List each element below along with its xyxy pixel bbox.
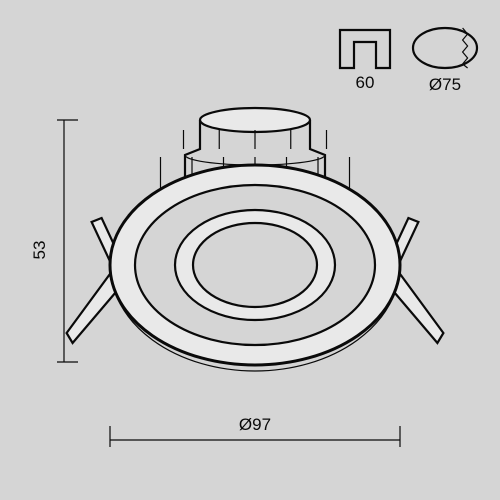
dim-height-label: 53 — [30, 241, 49, 260]
dim-diameter-label: Ø97 — [239, 415, 271, 434]
bezel — [110, 165, 400, 371]
lens — [193, 223, 317, 307]
cutout-label: Ø75 — [429, 75, 461, 94]
clip-span-label: 60 — [356, 73, 375, 92]
